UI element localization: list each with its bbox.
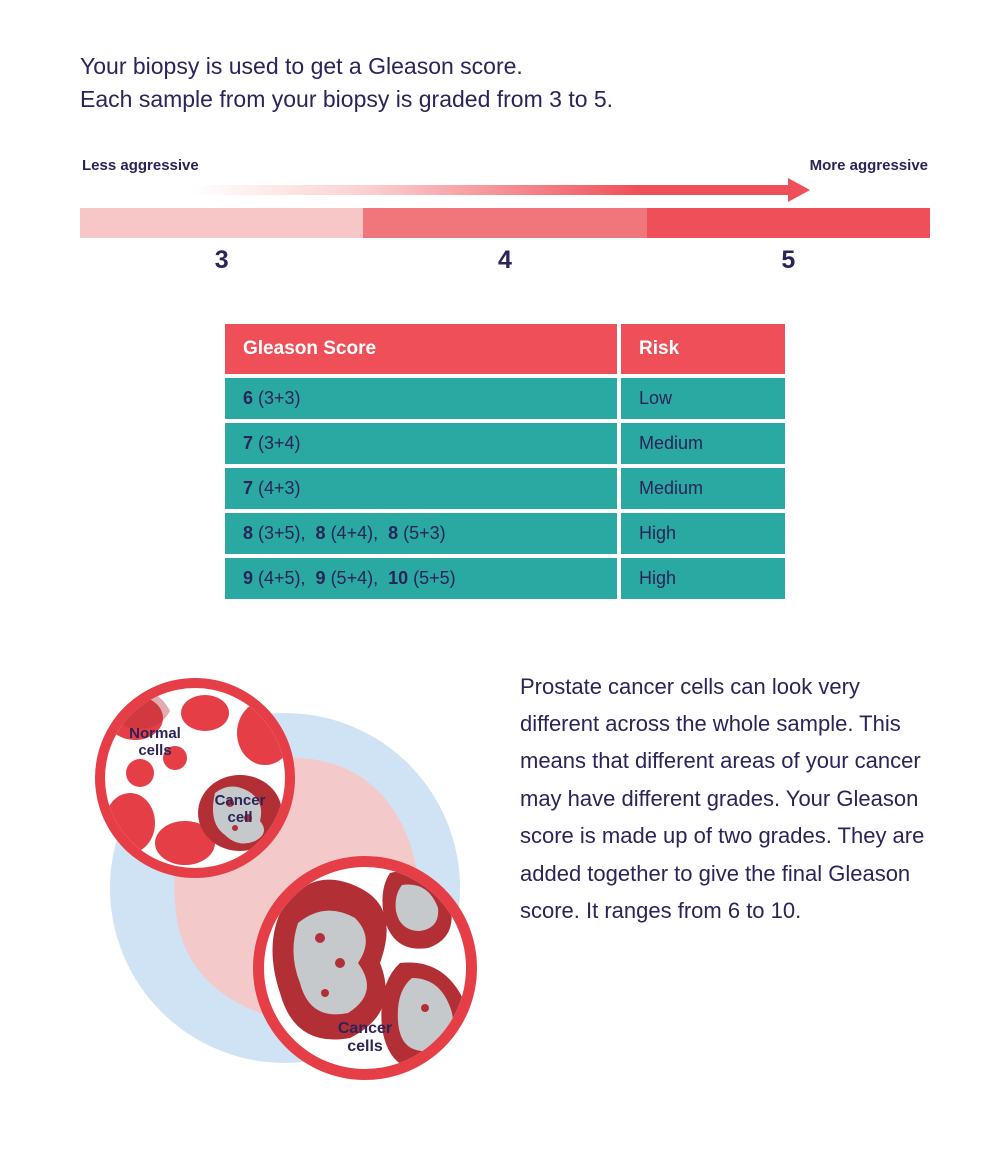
scale-segment bbox=[363, 208, 646, 238]
scale-segment bbox=[80, 208, 363, 238]
magnifier-cancer-icon: Cancer cells bbox=[253, 856, 477, 1080]
intro-line-1: Your biopsy is used to get a Gleason sco… bbox=[80, 53, 523, 79]
explanation-text: Prostate cancer cells can look very diff… bbox=[520, 663, 930, 930]
magnifier-normal-icon: Normal cells Cancer cell bbox=[95, 678, 295, 878]
label-cancer1-l1: Cancer bbox=[215, 792, 266, 809]
arrow-head-icon bbox=[788, 178, 810, 202]
table-cell-score: 7 (4+3) bbox=[225, 468, 617, 509]
aggression-scale: Less aggressive More aggressive 345 bbox=[80, 157, 930, 275]
scale-label-left: Less aggressive bbox=[82, 157, 199, 174]
label-cancer2-l1: Cancer bbox=[338, 1020, 392, 1037]
table-header-row: Gleason Score Risk bbox=[225, 324, 785, 374]
table-cell-score: 6 (3+3) bbox=[225, 378, 617, 419]
scale-number: 3 bbox=[80, 246, 363, 275]
arrow-body-icon bbox=[190, 185, 790, 195]
bottom-section: Normal cells Cancer cell bbox=[80, 663, 930, 1088]
table-cell-score: 8 (3+5), 8 (4+4), 8 (5+3) bbox=[225, 513, 617, 554]
table-row: 8 (3+5), 8 (4+4), 8 (5+3)High bbox=[225, 513, 785, 554]
label-cancer1-l2: cell bbox=[227, 809, 252, 826]
table-cell-risk: High bbox=[617, 513, 785, 554]
scale-arrow bbox=[80, 180, 930, 200]
table-row: 7 (3+4)Medium bbox=[225, 423, 785, 464]
table-row: 6 (3+3)Low bbox=[225, 378, 785, 419]
intro-text: Your biopsy is used to get a Gleason sco… bbox=[80, 50, 930, 117]
table-row: 9 (4+5), 9 (5+4), 10 (5+5)High bbox=[225, 558, 785, 599]
scale-number: 4 bbox=[363, 246, 646, 275]
label-normal-l1: Normal bbox=[129, 725, 181, 742]
table-cell-risk: Medium bbox=[617, 468, 785, 509]
scale-numbers: 345 bbox=[80, 246, 930, 275]
scale-bar bbox=[80, 208, 930, 238]
table-header-score: Gleason Score bbox=[225, 324, 617, 374]
intro-line-2: Each sample from your biopsy is graded f… bbox=[80, 86, 613, 112]
table-cell-risk: High bbox=[617, 558, 785, 599]
scale-labels: Less aggressive More aggressive bbox=[80, 157, 930, 174]
table-cell-risk: Low bbox=[617, 378, 785, 419]
label-cancer2-l2: cells bbox=[347, 1038, 383, 1055]
table-cell-risk: Medium bbox=[617, 423, 785, 464]
table-header-risk: Risk bbox=[617, 324, 785, 374]
scale-label-right: More aggressive bbox=[810, 157, 928, 174]
cell-illustration: Normal cells Cancer cell bbox=[80, 663, 480, 1088]
label-normal-l2: cells bbox=[138, 742, 171, 759]
scale-segment bbox=[647, 208, 930, 238]
table-cell-score: 9 (4+5), 9 (5+4), 10 (5+5) bbox=[225, 558, 617, 599]
table-row: 7 (4+3)Medium bbox=[225, 468, 785, 509]
scale-number: 5 bbox=[647, 246, 930, 275]
gleason-score-table: Gleason Score Risk 6 (3+3)Low7 (3+4)Medi… bbox=[225, 320, 785, 603]
table-cell-score: 7 (3+4) bbox=[225, 423, 617, 464]
